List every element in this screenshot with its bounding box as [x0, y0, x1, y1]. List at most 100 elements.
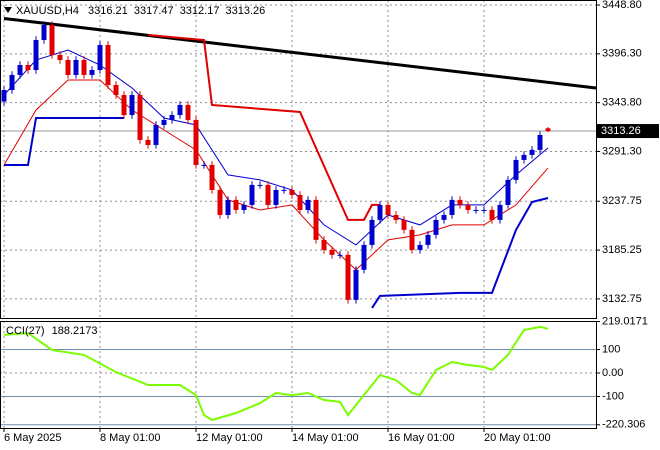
candle-body: [265, 184, 271, 205]
y-tick-label: 100: [602, 343, 620, 355]
candle-body: [497, 204, 503, 220]
candle-body: [433, 219, 439, 235]
candle-body: [233, 199, 239, 210]
ohlc-low: 3312.17: [180, 5, 220, 17]
candle-body: [337, 254, 343, 256]
candle-body: [321, 239, 327, 250]
candle-body: [489, 209, 495, 220]
cci-name: CCI(27): [6, 325, 45, 337]
candle-body: [401, 219, 407, 230]
candle-body: [537, 135, 543, 150]
candle-body: [329, 249, 335, 255]
y-tick-label: 0.00: [602, 367, 623, 379]
candle-body: [161, 119, 167, 125]
candle-body: [201, 164, 207, 166]
ohlc-open: 3316.21: [88, 5, 128, 17]
overlay-line: [3, 17, 597, 90]
candle-body: [193, 119, 199, 165]
y-tick-label: -100: [602, 390, 624, 402]
candle-body: [217, 189, 223, 215]
x-tick-label: 14 May 01:00: [292, 432, 359, 444]
candle-body: [257, 184, 263, 186]
candle-body: [465, 204, 471, 210]
candle-body: [209, 164, 215, 190]
candle-body: [281, 189, 287, 191]
candle-body: [81, 59, 87, 75]
cci-header: CCI(27) 188.2173: [6, 325, 97, 337]
candle-body: [57, 54, 63, 60]
candle-body: [385, 204, 391, 215]
candle-body: [305, 199, 311, 210]
candle-body: [417, 244, 423, 250]
candle-body: [73, 59, 79, 75]
plot-layer: [0, 0, 597, 428]
candle-body: [41, 25, 47, 40]
candle-body: [33, 39, 39, 71]
candle-body: [121, 95, 127, 116]
candle-body: [457, 199, 463, 205]
candle-body: [505, 179, 511, 205]
candle-body: [521, 154, 527, 160]
cci-value: 188.2173: [52, 325, 98, 337]
y-tick-label: -220.306: [602, 419, 645, 431]
cci-line: [3, 325, 549, 422]
candle-body: [449, 199, 455, 215]
overlay-line: [147, 34, 380, 221]
candle-body: [353, 269, 359, 300]
candle-body: [153, 124, 159, 145]
candle-body: [297, 194, 303, 210]
candle-body: [345, 254, 351, 300]
candle-body: [313, 199, 319, 240]
symbol: XAUUSD,H4: [16, 5, 79, 17]
y-tick-label: 3132.75: [602, 293, 642, 305]
candle-body: [361, 244, 367, 270]
x-tick-label: 8 May 01:00: [100, 432, 161, 444]
candle-body: [481, 209, 487, 211]
candle-body: [377, 204, 383, 220]
candle-body: [137, 95, 143, 140]
candle-body: [9, 74, 15, 91]
candle-body: [225, 199, 231, 215]
menu-arrow[interactable]: [4, 7, 12, 13]
candle-body: [513, 159, 519, 180]
cci-frame: [0, 321, 597, 429]
main-frame: [0, 0, 597, 319]
candle-body: [529, 149, 535, 155]
candle-body: [129, 95, 135, 116]
candle-body: [473, 209, 479, 211]
candle-body: [425, 234, 431, 245]
candle-body: [17, 64, 23, 75]
y-tick-label: 3343.80: [602, 97, 642, 109]
candle-body: [441, 214, 447, 220]
candle-body: [105, 45, 111, 85]
candle-body: [185, 104, 191, 120]
candle-body: [25, 64, 31, 71]
candle-body: [113, 84, 119, 96]
ohlc-high: 3317.47: [134, 5, 174, 17]
price-label: 3313.26: [601, 125, 641, 137]
candle-body: [289, 189, 295, 195]
x-tick-label: 6 May 2025: [4, 432, 61, 444]
candle-body: [273, 189, 279, 205]
y-tick-label: 3448.80: [602, 0, 642, 11]
overlay-line: [3, 49, 549, 246]
x-tick-label: 16 May 01:00: [388, 432, 455, 444]
y-tick-label: 3185.25: [602, 244, 642, 256]
candle-body: [249, 184, 255, 205]
y-tick-label: 219.0171: [602, 315, 648, 327]
candle-body: [49, 25, 55, 55]
x-tick-label: 12 May 01:00: [196, 432, 263, 444]
y-tick-label: 3396.30: [602, 48, 642, 60]
candle-body: [145, 139, 151, 145]
candle-body: [393, 214, 399, 220]
candle-body: [97, 45, 103, 71]
candle-body: [409, 229, 415, 250]
candle-body: [545, 128, 551, 132]
candle-body: [1, 90, 7, 102]
y-tick-label: 3291.30: [602, 145, 642, 157]
ohlc-close: 3313.26: [226, 5, 266, 17]
x-tick-label: 20 May 01:00: [484, 432, 551, 444]
candle-body: [65, 59, 71, 75]
